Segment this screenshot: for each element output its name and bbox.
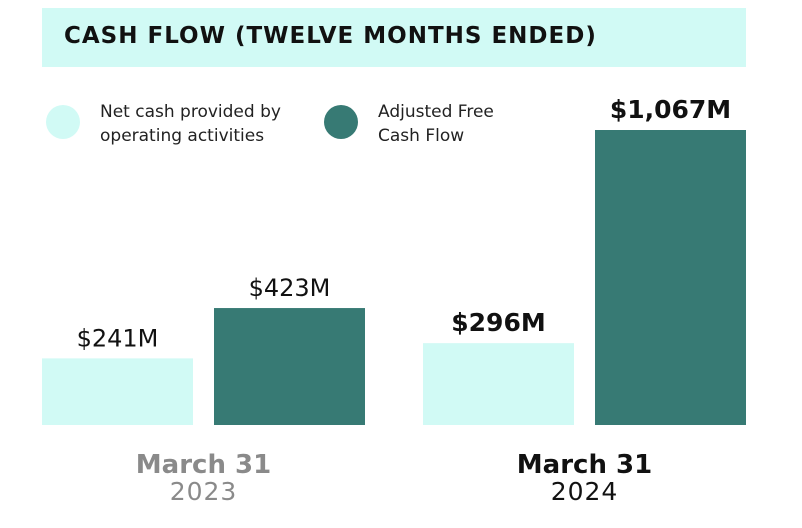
bar-2024-series-1: [595, 130, 746, 425]
data-label-2023-series-0: $241M: [77, 324, 159, 352]
data-label-2024-series-1: $1,067M: [610, 95, 731, 124]
title-band: CASH FLOW (TWELVE MONTHS ENDED): [42, 8, 746, 67]
bar-2023-series-0: [42, 358, 193, 425]
legend-item-operating: Net cash provided by operating activitie…: [46, 100, 281, 148]
category-month-2024: March 31: [517, 450, 652, 480]
legend-swatch-free-cash-flow: [324, 105, 358, 139]
bar-2024-series-0: [423, 343, 574, 425]
legend-label-free-cash-flow: Adjusted Free Cash Flow: [378, 102, 494, 146]
legend-swatch-operating: [46, 105, 80, 139]
legend-label-operating: Net cash provided by operating activitie…: [100, 102, 281, 146]
category-year-2023: 2023: [170, 477, 238, 506]
category-month-2023: March 31: [136, 450, 271, 480]
bar-2023-series-1: [214, 308, 365, 425]
category-year-2024: 2024: [551, 477, 619, 506]
data-label-2024-series-0: $296M: [451, 308, 545, 337]
data-label-2023-series-1: $423M: [249, 274, 331, 302]
legend-item-free-cash-flow: Adjusted Free Cash Flow: [324, 100, 494, 148]
chart-title: CASH FLOW (TWELVE MONTHS ENDED): [64, 23, 597, 49]
